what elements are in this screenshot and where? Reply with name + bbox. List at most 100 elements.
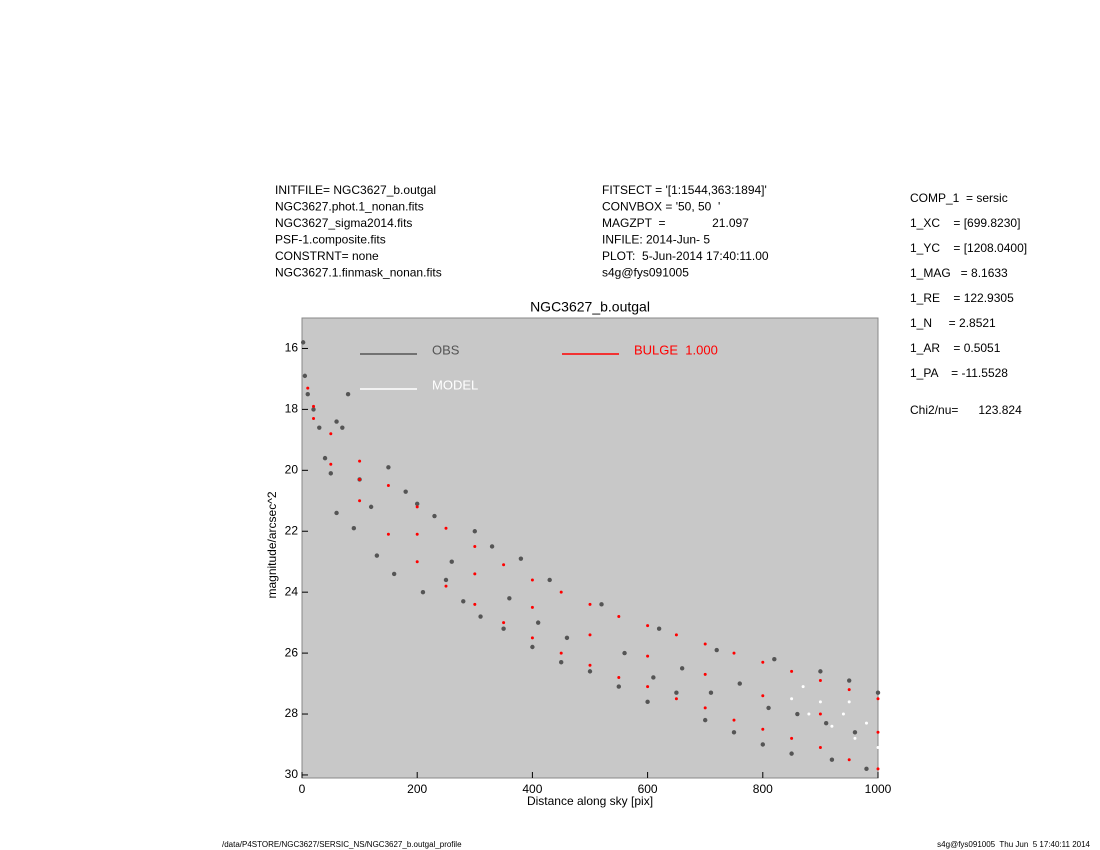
data-point	[588, 663, 592, 667]
data-point	[444, 584, 448, 588]
data-point	[473, 544, 477, 548]
data-point	[864, 766, 869, 772]
data-point	[345, 391, 351, 397]
data-point	[801, 685, 805, 689]
data-point	[317, 425, 322, 430]
data-point	[789, 751, 794, 756]
info-text: MAGZPT = 21.097	[602, 216, 749, 230]
legend-label: OBS	[432, 342, 460, 357]
data-point	[703, 642, 707, 646]
info-text: NGC3627_sigma2014.fits	[275, 216, 412, 230]
data-point	[588, 602, 592, 606]
info-text: INFILE: 2014-Jun- 5	[602, 233, 710, 247]
info-text: PSF-1.composite.fits	[275, 233, 386, 247]
data-point	[876, 697, 880, 701]
data-point	[645, 699, 650, 705]
data-point	[651, 675, 656, 680]
data-point	[473, 572, 477, 576]
info-text: PLOT: 5-Jun-2014 17:40:11.00	[602, 249, 769, 263]
data-point	[489, 544, 495, 549]
data-point	[443, 577, 449, 583]
data-point	[444, 526, 448, 530]
data-point	[823, 720, 829, 726]
data-point	[847, 678, 852, 683]
y-tick-label: 18	[285, 402, 299, 416]
data-point	[847, 758, 851, 762]
data-point	[300, 340, 306, 345]
info-text: Chi2/nu= 123.824	[910, 403, 1022, 417]
data-point	[415, 505, 419, 509]
data-point	[311, 407, 316, 412]
data-point	[502, 563, 506, 567]
data-point	[847, 700, 851, 704]
data-point	[501, 626, 506, 631]
chart-title: NGC3627_b.outgal	[530, 299, 650, 315]
data-point	[703, 717, 708, 723]
data-point	[374, 553, 380, 558]
info-text: 1_N = 2.8521	[910, 316, 996, 330]
data-point	[530, 578, 534, 582]
x-tick-label: 1000	[865, 782, 892, 796]
data-point	[403, 489, 408, 494]
data-point	[818, 700, 822, 704]
data-point	[708, 690, 714, 695]
data-point	[731, 730, 737, 735]
data-point	[530, 636, 534, 640]
data-point	[518, 556, 524, 561]
data-point	[478, 614, 483, 619]
data-point	[790, 669, 794, 673]
data-point	[830, 724, 834, 728]
data-point	[461, 599, 466, 604]
data-point	[656, 626, 662, 631]
data-point	[679, 666, 685, 671]
info-text: INITFILE= NGC3627_b.outgal	[275, 183, 436, 197]
data-point	[334, 510, 339, 516]
data-point	[322, 455, 328, 461]
data-point	[351, 525, 357, 531]
data-point	[415, 532, 419, 536]
x-tick-label: 200	[407, 782, 427, 796]
data-point	[646, 685, 650, 689]
data-point	[386, 465, 391, 470]
data-point	[818, 679, 822, 683]
legend-label: MODEL	[432, 377, 478, 392]
data-point	[829, 757, 835, 762]
data-point	[674, 633, 678, 637]
x-tick-label: 800	[753, 782, 773, 796]
data-point	[703, 706, 707, 710]
info-text: NGC3627.1.finmask_nonan.fits	[275, 266, 442, 280]
data-point	[703, 672, 707, 676]
data-point	[852, 730, 858, 735]
data-point	[334, 419, 339, 424]
data-point	[761, 727, 765, 731]
info-text: 1_PA = -11.5528	[910, 366, 1008, 380]
data-point	[305, 391, 310, 397]
data-point	[818, 712, 822, 716]
legend-label: BULGE 1.000	[634, 342, 718, 357]
data-point	[449, 559, 454, 564]
data-point	[564, 635, 570, 641]
y-tick-label: 28	[285, 706, 299, 720]
data-point	[818, 669, 823, 674]
y-tick-label: 20	[285, 462, 299, 476]
y-tick-label: 24	[285, 584, 299, 598]
info-text: NGC3627.phot.1_nonan.fits	[275, 200, 424, 214]
data-point	[622, 650, 627, 656]
data-point	[328, 471, 333, 476]
data-point	[588, 633, 592, 637]
y-tick-label: 22	[285, 523, 299, 537]
data-point	[674, 697, 678, 701]
data-point	[312, 417, 316, 421]
data-point	[876, 767, 880, 771]
info-text: 1_YC = [1208.0400]	[910, 241, 1027, 255]
data-point	[391, 571, 397, 577]
data-point	[386, 532, 390, 536]
data-point	[761, 694, 765, 698]
data-point	[674, 690, 679, 695]
data-point	[646, 654, 650, 658]
data-point	[473, 602, 477, 606]
data-point	[368, 504, 374, 510]
data-point	[559, 590, 563, 594]
footer-left: /data/P4STORE/NGC3627/SERSIC_NS/NGC3627_…	[222, 840, 462, 849]
y-tick-label: 30	[285, 767, 299, 781]
